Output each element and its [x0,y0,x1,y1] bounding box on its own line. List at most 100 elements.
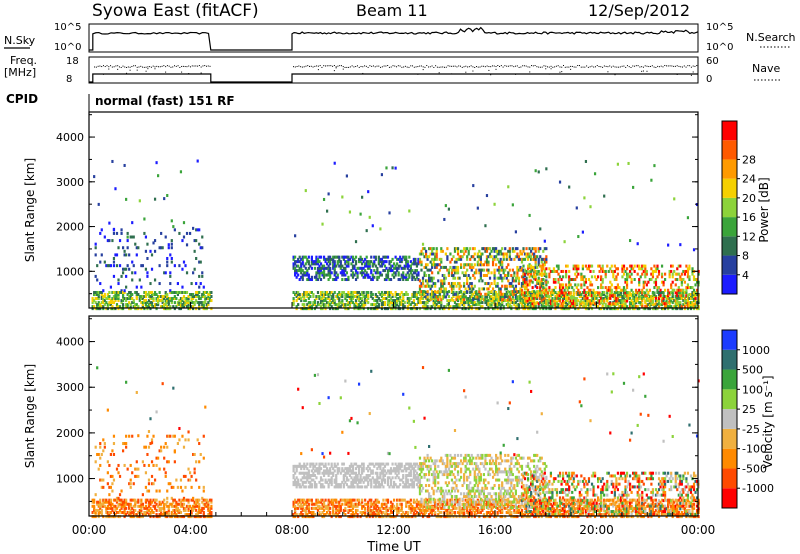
range-cell [304,293,307,297]
range-cell [304,485,307,489]
range-cell [181,489,184,493]
range-cell [294,510,297,514]
range-cell [164,299,167,303]
nave-dot [312,66,314,68]
range-cell [431,297,434,301]
range-cell [103,442,106,446]
range-cell [312,303,315,307]
range-cell [523,257,527,261]
range-cell [199,452,202,456]
range-cell [117,293,120,297]
range-cell [482,268,486,272]
nave-dot [110,65,112,67]
range-cell [301,504,304,508]
range-cell [424,307,428,311]
range-cell [517,255,521,259]
range-cell [141,493,144,497]
range-cell [686,307,690,311]
range-cell [354,271,358,275]
range-cell [647,299,650,303]
range-cell [519,295,522,299]
range-cell [533,299,536,303]
range-cell [298,471,301,475]
range-cell [495,305,498,309]
nave-dot [335,67,337,69]
range-cell [100,452,103,456]
range-cell [394,166,397,170]
range-cell [548,301,551,305]
range-cell [578,295,581,299]
range-cell [300,506,303,510]
range-cell [621,297,624,301]
range-cell [312,464,315,468]
range-cell [140,307,143,311]
range-cell [604,305,607,309]
range-cell [444,265,447,269]
range-cell [443,307,446,311]
range-cell [517,279,521,283]
range-cell [335,295,338,299]
range-cell [530,304,533,308]
nave-dot [104,66,106,68]
range-cell [338,290,341,294]
range-cell [94,301,97,305]
range-cell [414,293,417,297]
range-cell [301,483,304,487]
range-cell [656,275,659,279]
range-cell [514,305,517,309]
range-cell [461,271,464,275]
range-cell [513,303,516,307]
range-cell [198,498,201,502]
range-cell [450,298,454,302]
range-cell [367,293,370,297]
range-cell [437,295,440,299]
range-cell [117,510,120,514]
range-cell [645,288,648,292]
range-cell [169,482,172,486]
nave-dot [479,66,481,68]
range-cell [630,301,633,305]
range-cell [97,293,100,297]
range-cell [534,255,537,259]
range-cell [166,260,169,264]
range-cell [586,296,589,300]
nave-dot [335,66,337,68]
range-cell [487,293,490,297]
range-cell [610,303,613,307]
range-cell [125,434,128,438]
range-cell [322,266,326,270]
range-cell [167,307,170,311]
range-cell [111,508,114,512]
range-cell [129,510,132,514]
range-cell [508,295,511,299]
range-cell [344,305,347,309]
range-cell [382,255,385,259]
range-cell [294,262,297,266]
range-cell [357,297,361,301]
range-cell [99,502,102,506]
range-cell [115,297,119,301]
range-cell [694,294,697,298]
range-cell [364,273,367,277]
range-cell [178,502,181,506]
range-cell [584,302,588,306]
range-cell [380,257,384,261]
range-cell [150,290,154,294]
range-cell [175,297,178,301]
range-cell [575,302,578,306]
nave-dot [387,65,389,67]
range-cell [392,275,396,279]
range-cell [426,257,429,261]
range-cell [519,265,522,269]
range-cell [367,275,370,279]
range-cell [507,263,510,267]
nave-dot [307,65,309,67]
range-cell [141,301,144,305]
range-cell [367,264,370,268]
range-cell [316,303,320,307]
nave-dot [394,65,396,67]
range-cell [660,299,664,303]
range-cell [685,286,688,290]
nave-dot [198,65,200,67]
range-cell [616,162,619,166]
